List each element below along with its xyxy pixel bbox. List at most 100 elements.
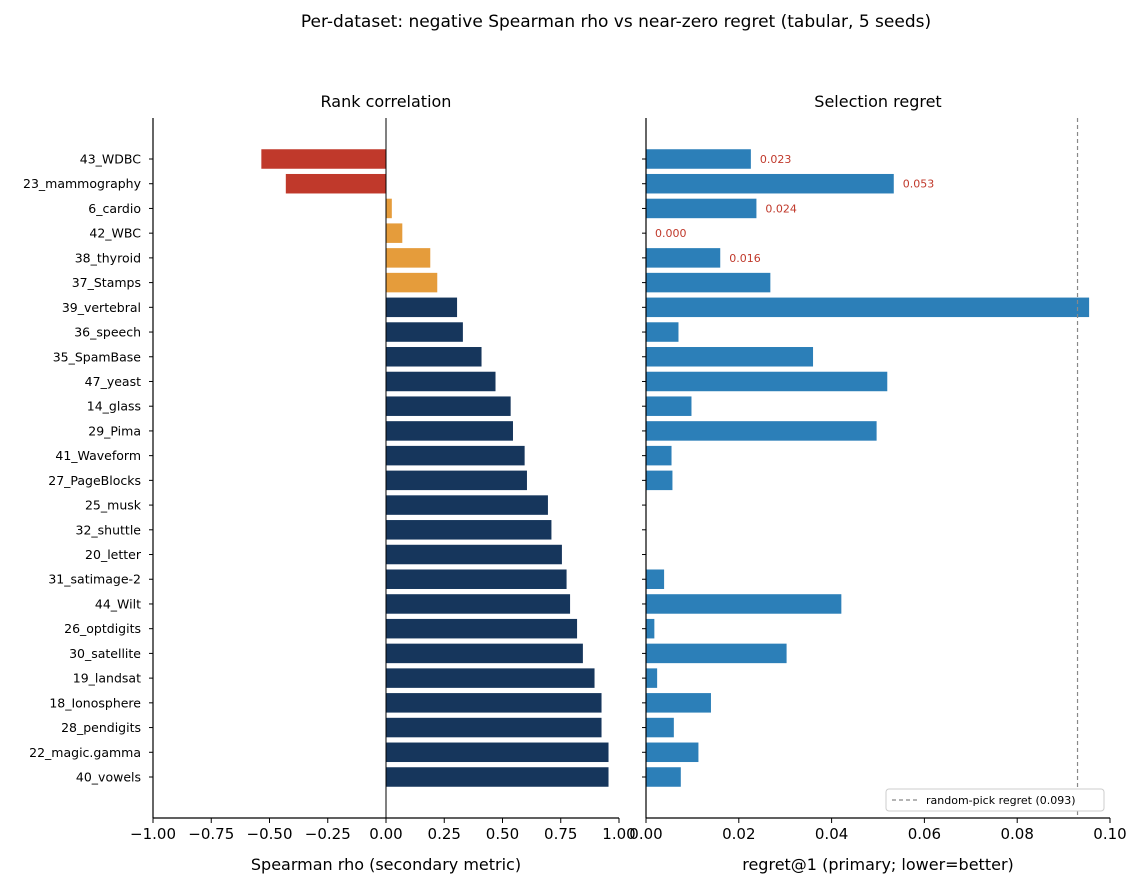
rho-bar-22-magic-gamma [386,742,609,763]
regret-bar-41-waveform [646,445,672,466]
regret-panel-title: Selection regret [814,92,941,111]
rho-bar-44-wilt [386,594,571,614]
regret-bar-14-glass [646,396,692,416]
figure-title: Per-dataset: negative Spearman rho vs ne… [301,12,931,32]
regret-bar-38-thyroid [646,248,721,268]
rank-y-tick-label: 23_mammography [23,176,142,191]
rho-bar-40-vowels [386,767,609,787]
legend-box [885,788,1105,812]
regret-bar-36-speech [646,322,679,342]
rank-y-tick-label: 38_thyroid [75,250,141,265]
rank-y-tick-label: 35_SpamBase [53,349,142,364]
rank-y-tick-label: 20_letter [85,547,142,562]
regret-bar-26-optdigits [646,618,655,639]
rank-y-tick-label: 36_speech [74,325,141,340]
rank-y-tick-label: 47_yeast [85,374,141,389]
regret-annotation-42-wbc: 0.000 [655,227,687,240]
rank-y-tick-label: 19_landsat [73,671,141,686]
regret-annotation-38-thyroid: 0.016 [729,252,761,265]
regret-bar-27-pageblocks [646,470,673,491]
regret-bar-40-vowels [646,767,681,787]
regret-bar-39-vertebral [646,297,1090,318]
rho-bar-39-vertebral [386,297,458,318]
rank-x-tick-label: −1.00 [130,825,176,843]
rho-bar-29-pima [386,421,513,441]
rank-x-tick-label: 0.50 [486,825,519,843]
rho-bar-26-optdigits [386,618,578,639]
rho-bar-41-waveform [386,445,525,466]
rank-y-tick-label: 44_Wilt [95,596,141,611]
rank-x-tick-label: 1.00 [602,825,635,843]
rank-y-tick-label: 28_pendigits [61,720,141,735]
rho-bar-30-satellite [386,643,583,664]
rho-bar-18-ionosphere [386,693,602,713]
regret-x-tick-label: 0.04 [815,825,848,843]
rho-bar-31-satimage-2 [386,569,567,589]
rank-x-tick-label: 0.25 [428,825,461,843]
rank-x-tick-label: 0.00 [369,825,402,843]
regret-bar-19-landsat [646,668,658,688]
regret-bar-31-satimage-2 [646,569,665,589]
rank-y-tick-label: 31_satimage-2 [48,572,141,587]
legend: random-pick regret (0.093) [885,788,1105,812]
regret-bar-44-wilt [646,594,842,614]
regret-bar-43-wdbc [646,149,751,169]
rank-panel-title: Rank correlation [321,92,452,111]
regret-x-tick-label: 0.06 [908,825,941,843]
rank-y-tick-label: 27_PageBlocks [48,473,141,488]
regret-annotation-43-wdbc: 0.023 [760,153,792,166]
regret-bar-30-satellite [646,643,787,664]
regret-x-tick-label: 0.10 [1093,825,1126,843]
rho-bar-28-pendigits [386,717,602,738]
rank-y-tick-label: 43_WDBC [80,152,141,167]
rho-bar-23-mammography [285,173,386,194]
rank-x-tick-label: −0.50 [247,825,293,843]
rho-bar-25-musk [386,495,548,515]
rank-x-tick-label: −0.25 [305,825,351,843]
rho-bar-14-glass [386,396,511,416]
regret-x-tick-label: 0.00 [629,825,662,843]
rank-y-tick-label: 29_Pima [88,423,141,438]
rank-y-tick-label: 40_vowels [76,770,141,785]
regret-bar-28-pendigits [646,717,674,738]
regret-bar-47-yeast [646,371,888,392]
legend-label: random-pick regret (0.093) [926,794,1076,807]
rho-bar-19-landsat [386,668,595,688]
rank-y-tick-label: 18_Ionosphere [49,695,141,710]
rho-bar-27-pageblocks [386,470,527,491]
rank-y-tick-label: 30_satellite [69,646,141,661]
regret-x-axis-label: regret@1 (primary; lower=better) [742,855,1014,874]
regret-bar-18-ionosphere [646,693,711,713]
regret-bar-22-magic-gamma [646,742,699,763]
rank-correlation-panel: 43_WDBC 23_mammography 6_cardio 42_WBC 38_th… [23,118,636,843]
rho-bar-37-stamps [386,272,438,293]
regret-annotation-6-cardio: 0.024 [765,202,797,215]
rank-y-tick-label: 32_shuttle [76,522,142,537]
rho-bar-35-spambase [386,347,482,367]
rank-y-tick-label: 22_magic.gamma [29,745,141,760]
rho-bar-36-speech [386,322,463,342]
rank-y-tick-label: 6_cardio [88,201,141,216]
rho-bar-47-yeast [386,371,496,392]
rank-y-tick-label: 42_WBC [89,226,141,241]
regret-bar-29-pima [646,421,877,441]
regret-bar-23-mammography [646,173,894,194]
rank-y-tick-label: 37_Stamps [72,275,141,290]
rho-bar-38-thyroid [386,248,431,268]
rank-y-tick-label: 14_glass [87,399,141,414]
regret-annotation-23-mammography: 0.053 [903,178,935,191]
rho-bar-20-letter [386,544,562,565]
regret-bar-35-spambase [646,347,814,367]
rank-y-tick-label: 26_optdigits [64,621,141,636]
regret-x-tick-label: 0.02 [722,825,755,843]
regret-bar-37-stamps [646,272,771,293]
rho-bar-43-wdbc [261,149,386,169]
rank-x-axis-label: Spearman rho (secondary metric) [251,855,521,874]
selection-regret-panel: 0.023 0.053 0.024 0.000 0.016 0.00 0.02 0.04 0.0… [629,118,1127,843]
regret-x-tick-label: 0.08 [1000,825,1033,843]
rho-bar-42-wbc [386,223,403,243]
rank-y-tick-label: 25_musk [85,498,142,513]
regret-bar-6-cardio [646,198,757,219]
rank-x-tick-label: 0.75 [544,825,577,843]
